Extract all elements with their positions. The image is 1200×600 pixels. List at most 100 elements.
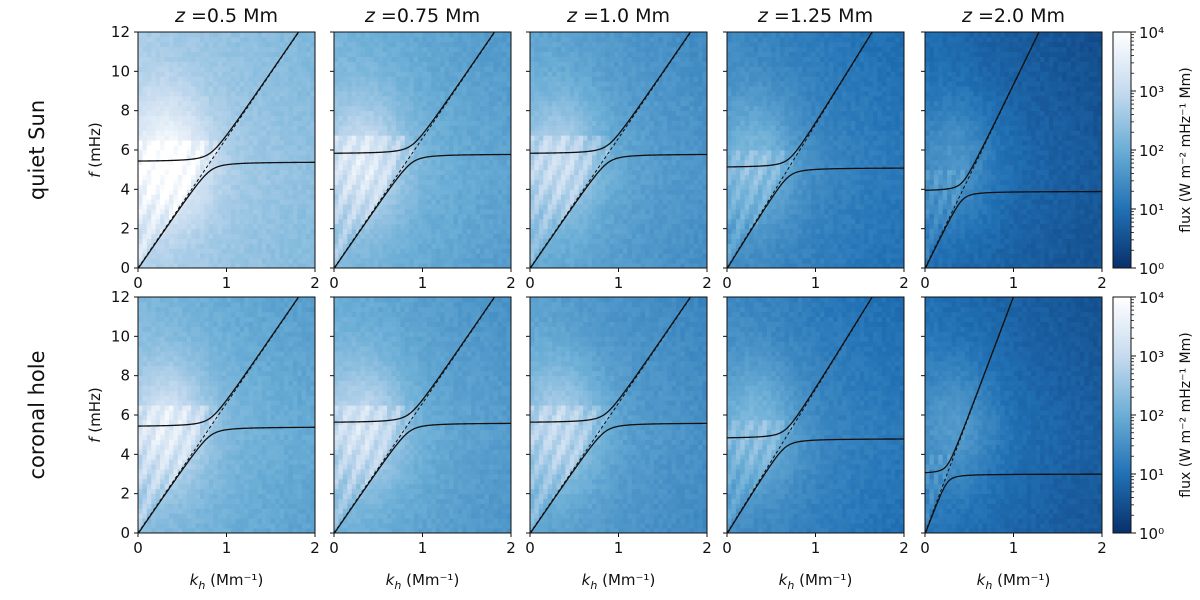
heatmap-cell [213,130,218,135]
heatmap-cell [284,219,289,224]
heatmap-cell [222,170,227,175]
heatmap-cell [138,175,143,180]
heatmap-cell [262,224,267,229]
heatmap-cell [343,194,348,199]
heatmap-cell [218,184,223,189]
heatmap-cell [334,160,339,165]
heatmap-cell [347,209,352,214]
heatmap-cell [196,165,201,170]
heatmap-cell [280,229,285,234]
heatmap-cell [347,204,352,209]
heatmap-cell [209,145,214,150]
heatmap-cell [173,37,178,42]
heatmap-cell [151,66,156,71]
heatmap-cell [235,66,240,71]
heatmap-cell [306,86,311,91]
heatmap-cell [253,209,258,214]
heatmap-cell [235,155,240,160]
heatmap-cell [338,145,343,150]
heatmap-cell [191,125,196,130]
heatmap-cell [213,76,218,81]
heatmap-cell [138,116,143,121]
heatmap-cell [306,175,311,180]
heatmap-cell [280,243,285,248]
heatmap-cell [173,175,178,180]
heatmap-cell [187,204,192,209]
heatmap-cell [338,125,343,130]
heatmap-cell [209,62,214,67]
heatmap-cell [142,66,147,71]
heatmap-cell [343,106,348,111]
heatmap-cell [249,81,254,86]
heatmap-cell [275,66,280,71]
heatmap-cell [138,180,143,185]
heatmap-cell [293,248,298,253]
heatmap-cell [200,214,205,219]
heatmap-cell [142,184,147,189]
heatmap-cell [227,239,232,244]
heatmap-cell [147,214,152,219]
heatmap-cell [213,175,218,180]
heatmap-cell [343,81,348,86]
heatmap-cell [280,145,285,150]
heatmap-cell [244,170,249,175]
heatmap-cell [231,189,236,194]
heatmap-cell [173,91,178,96]
heatmap-cell [244,81,249,86]
heatmap-cell [231,209,236,214]
heatmap-cell [253,111,258,116]
heatmap-cell [240,170,245,175]
heatmap-cell [249,121,254,126]
heatmap-cell [257,189,262,194]
heatmap-cell [213,135,218,140]
heatmap-cell [297,101,302,106]
heatmap-cell [160,76,165,81]
heatmap-cell [266,66,271,71]
heatmap-cell [306,66,311,71]
heatmap-cell [288,76,293,81]
heatmap-cell [165,47,170,52]
heatmap-cell [142,248,147,253]
heatmap-cell [262,189,267,194]
heatmap-cell [200,234,205,239]
heatmap-cell [288,248,293,253]
heatmap-cell [347,165,352,170]
heatmap-cell [187,140,192,145]
heatmap-cell [196,32,201,37]
heatmap-cell [244,57,249,62]
heatmap-cell [138,204,143,209]
heatmap-cell [253,243,258,248]
heatmap-cell [262,239,267,244]
heatmap-cell [257,106,262,111]
heatmap-cell [235,140,240,145]
heatmap-cell [297,209,302,214]
heatmap-cell [187,71,192,76]
heatmap-cell [284,121,289,126]
heatmap-cell [204,224,209,229]
heatmap-cell [253,81,258,86]
heatmap-cell [288,243,293,248]
heatmap-cell [235,76,240,81]
heatmap-cell [151,175,156,180]
heatmap-cell [244,239,249,244]
heatmap-cell [293,175,298,180]
heatmap-cell [235,130,240,135]
heatmap-cell [209,248,214,253]
heatmap-cell [347,86,352,91]
heatmap-cell [306,234,311,239]
heatmap-cell [275,32,280,37]
heatmap-cell [302,239,307,244]
heatmap-cell [227,234,232,239]
heatmap-cell [218,125,223,130]
heatmap-cell [244,189,249,194]
heatmap-cell [244,47,249,52]
heatmap-cell [306,145,311,150]
heatmap-cell [343,37,348,42]
heatmap-cell [338,180,343,185]
heatmap-cell [280,165,285,170]
heatmap-cell [178,66,183,71]
heatmap-cell [271,189,276,194]
heatmap-cell [244,180,249,185]
heatmap-cell [222,106,227,111]
heatmap-cell [138,229,143,234]
